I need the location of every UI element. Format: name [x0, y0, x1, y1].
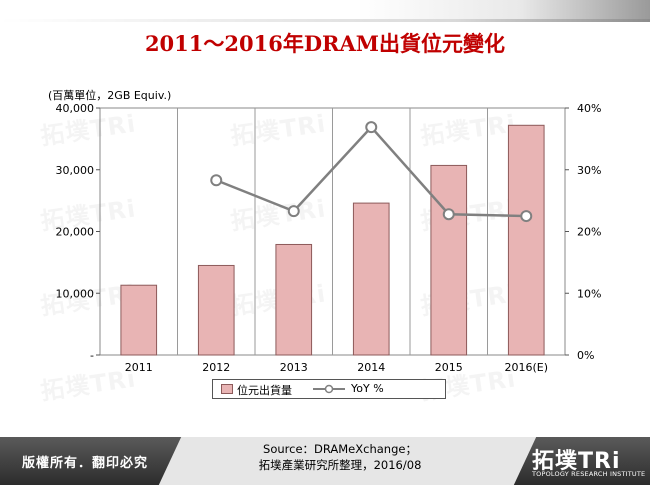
chart-plot: - 10,000 20,000 30,000 40,000 0% 10% 20% 30% 40% (… — [48, 88, 601, 374]
bar — [352, 202, 390, 356]
logo: 拓墣TRi TOPOLOGY RESEARCH INSTITUTE — [532, 443, 645, 481]
category-label: 2012 — [202, 361, 230, 374]
left-tick-label: 20,000 — [56, 226, 95, 239]
bar — [120, 284, 158, 356]
logo-subtitle: TOPOLOGY RESEARCH INSTITUTE — [532, 470, 646, 478]
bar — [430, 164, 468, 356]
bar — [197, 264, 235, 356]
left-tick-label: 40,000 — [56, 102, 95, 115]
yoy-point — [287, 205, 300, 218]
category-label: 2014 — [357, 361, 385, 374]
legend-line-swatch — [313, 384, 345, 394]
source-line-1: Source：DRAMeXchange； — [263, 442, 417, 456]
yoy-point — [520, 210, 533, 223]
yoy-point — [210, 174, 223, 187]
source-note: Source：DRAMeXchange； 拓墣產業研究所整理，2016/08 — [190, 441, 490, 473]
category-label: 2013 — [280, 361, 308, 374]
bar — [275, 243, 313, 356]
yoy-point — [442, 208, 455, 221]
yoy-point — [365, 121, 378, 134]
category-label: 2015 — [435, 361, 463, 374]
legend-bar-swatch — [221, 384, 233, 394]
category-label: 2016(E) — [504, 361, 548, 374]
left-tick-label: - — [90, 349, 94, 362]
legend-line-label: YoY % — [351, 382, 384, 395]
right-tick-label: 0% — [577, 349, 594, 362]
right-tick-label: 10% — [577, 287, 601, 300]
chart-title: 2011～2016年DRAM出貨位元變化 — [144, 31, 506, 56]
logo-text: 拓墣TRi — [532, 449, 621, 474]
right-tick-label: 40% — [577, 102, 601, 115]
top-decorative-bar — [0, 0, 650, 22]
left-tick-label: 10,000 — [56, 287, 95, 300]
legend-bar-label: 位元出貨量 — [237, 384, 292, 397]
source-line-2: 拓墣產業研究所整理，2016/08 — [258, 458, 422, 472]
right-tick-label: 20% — [577, 226, 601, 239]
right-tick-label: 30% — [577, 164, 601, 177]
category-label: 2011 — [125, 361, 153, 374]
left-tick-label: 30,000 — [56, 164, 95, 177]
unit-label: (百萬單位，2GB Equiv.) — [48, 88, 171, 102]
legend: 位元出貨量 YoY % — [212, 379, 446, 399]
copyright-text: 版權所有．翻印必究 — [22, 456, 149, 471]
bar — [507, 124, 545, 356]
